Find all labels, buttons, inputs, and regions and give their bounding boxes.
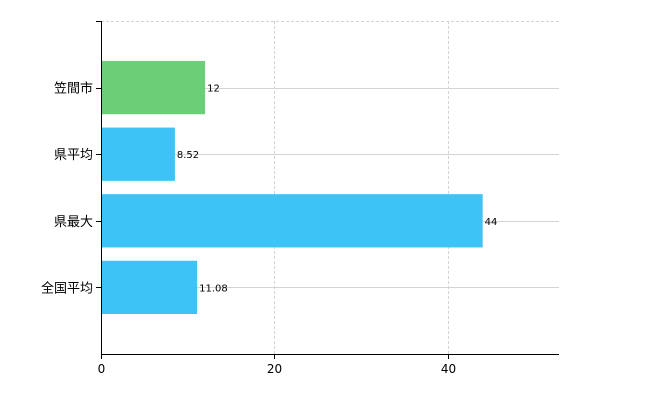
data-label: 44 <box>485 217 498 228</box>
bar <box>101 60 206 115</box>
category-label: 笠間市 <box>54 81 93 97</box>
category-label: 県平均 <box>54 148 93 163</box>
data-label: 12 <box>207 84 220 95</box>
x-tick-label: 0 <box>98 362 106 376</box>
data-label: 11.08 <box>199 283 228 294</box>
x-tick-label: 20 <box>267 362 282 376</box>
data-label: 8.52 <box>177 150 199 161</box>
bar <box>101 194 483 248</box>
bar <box>101 260 198 315</box>
category-label: 県最大 <box>54 215 93 230</box>
bar <box>101 127 175 181</box>
category-label: 全国平均 <box>41 280 93 296</box>
x-tick-label: 40 <box>441 362 456 376</box>
